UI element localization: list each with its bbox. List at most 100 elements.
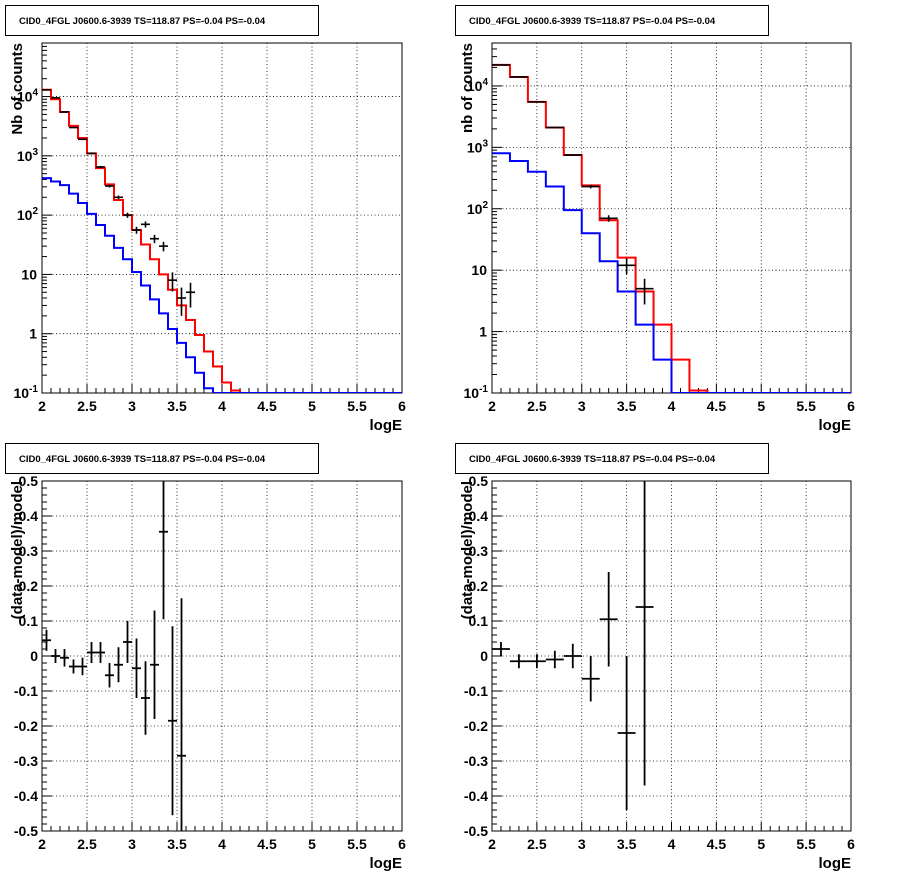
y-axis-ticks: [42, 480, 52, 832]
x-tick-label: 4: [218, 836, 226, 852]
residual-point: [635, 481, 654, 786]
data-point: [599, 215, 618, 222]
y-tick-label: 103: [17, 147, 39, 164]
y-axis-label: nb of counts: [459, 43, 476, 133]
model-component-histogram: [492, 152, 851, 393]
x-tick-label: 3: [128, 398, 136, 414]
x-tick-label: 4: [218, 398, 226, 414]
residual-point: [96, 642, 105, 663]
x-axis-label: logE: [370, 417, 403, 434]
y-tick-label: -0.4: [14, 788, 38, 804]
data-point: [123, 212, 132, 218]
x-tick-label: 4.5: [257, 398, 277, 414]
x-tick-label: 2.5: [77, 836, 97, 852]
y-tick-label: 0: [30, 648, 38, 664]
data-point: [159, 241, 168, 252]
y-tick-label: 0.5: [469, 473, 489, 489]
y-axis-ticks: [42, 42, 52, 394]
x-tick-label: 6: [847, 836, 855, 852]
y-tick-label: 0.3: [469, 543, 489, 559]
y-tick-label: 0.1: [469, 613, 489, 629]
plot-area: [492, 63, 851, 393]
y-tick-label: 10: [21, 266, 37, 282]
x-tick-label: 2: [488, 836, 496, 852]
x-axis-ticks: [41, 384, 403, 393]
residual-point: [581, 656, 600, 702]
x-tick-label: 5.5: [796, 398, 816, 414]
y-axis-ticks: [492, 480, 502, 832]
x-tick-label: 3: [578, 836, 586, 852]
x-tick-label: 3: [578, 398, 586, 414]
residual-point: [159, 481, 168, 620]
data-point: [186, 282, 195, 308]
title-box: [455, 443, 769, 474]
y-tick-label: 0.3: [19, 543, 39, 559]
chart-title: CID0_4FGL J0600.6-3939 TS=118.87 PS=-0.0…: [19, 16, 266, 27]
x-axis-ticks: [491, 384, 852, 393]
residual-point: [123, 621, 132, 663]
chart-panel-1: CID0_4FGL J0600.6-3939 TS=118.87 PS=-0.0…: [5, 5, 406, 434]
data-point: [141, 221, 150, 228]
data-point: [60, 111, 69, 113]
x-tick-label: 3.5: [617, 836, 637, 852]
y-tick-label: -0.2: [464, 718, 488, 734]
residual-point: [545, 650, 564, 669]
y-tick-label: 0: [480, 648, 488, 664]
x-tick-label: 4: [668, 836, 676, 852]
x-tick-label: 6: [398, 398, 406, 414]
y-tick-label: 0.5: [19, 473, 39, 489]
x-tick-label: 5.5: [347, 398, 367, 414]
residual-point: [141, 661, 150, 735]
y-tick-label: -0.2: [14, 718, 38, 734]
y-tick-label: -0.3: [14, 753, 38, 769]
chart-title: CID0_4FGL J0600.6-3939 TS=118.87 PS=-0.0…: [469, 16, 716, 27]
x-tick-label: 5: [308, 836, 316, 852]
residual-point: [105, 663, 114, 688]
y-tick-label: -0.3: [464, 753, 488, 769]
data-point: [150, 234, 159, 244]
y-axis-label: Nb of counts: [9, 43, 26, 135]
data-point: [617, 258, 636, 275]
x-tick-label: 2.5: [527, 836, 547, 852]
plot-area: [42, 481, 186, 831]
x-tick-label: 2: [38, 836, 46, 852]
y-axis-label: (data-model)/model: [9, 481, 26, 619]
y-tick-label: 102: [17, 206, 39, 223]
x-axis-label: logE: [819, 855, 852, 872]
y-tick-label: 104: [17, 88, 39, 105]
residual-point: [563, 643, 582, 669]
residual-point: [42, 629, 51, 651]
residual-point: [114, 647, 123, 683]
x-tick-label: 5: [757, 398, 765, 414]
x-axis-ticks: [491, 822, 852, 831]
y-tick-label: 0.2: [19, 578, 39, 594]
y-axis-label: (data-model)/model: [459, 481, 476, 619]
data-point: [545, 126, 564, 129]
plot-area: [42, 88, 402, 393]
title-box: [455, 5, 769, 36]
data-point: [563, 154, 582, 157]
y-tick-label: -0.1: [464, 683, 488, 699]
x-tick-label: 5.5: [796, 836, 816, 852]
x-tick-label: 5: [757, 836, 765, 852]
y-tick-label: 0.4: [19, 508, 39, 524]
y-tick-label: 1: [29, 326, 37, 342]
data-point: [78, 138, 87, 141]
data-point: [114, 195, 123, 200]
residual-point: [78, 657, 87, 676]
chart-panel-4: CID0_4FGL J0600.6-3939 TS=118.87 PS=-0.0…: [455, 443, 855, 872]
data-point: [177, 287, 186, 316]
residual-point: [492, 642, 510, 656]
y-tick-label: 0.2: [469, 578, 489, 594]
x-tick-label: 6: [398, 836, 406, 852]
x-tick-label: 3.5: [617, 398, 637, 414]
model-component-histogram: [42, 177, 402, 393]
x-tick-label: 2: [38, 398, 46, 414]
residual-point: [150, 610, 159, 719]
y-tick-label: 10-1: [14, 384, 39, 401]
y-tick-label: -0.5: [14, 823, 38, 839]
y-tick-label: -0.5: [464, 823, 488, 839]
residual-point: [617, 656, 636, 810]
x-tick-label: 5.5: [347, 836, 367, 852]
